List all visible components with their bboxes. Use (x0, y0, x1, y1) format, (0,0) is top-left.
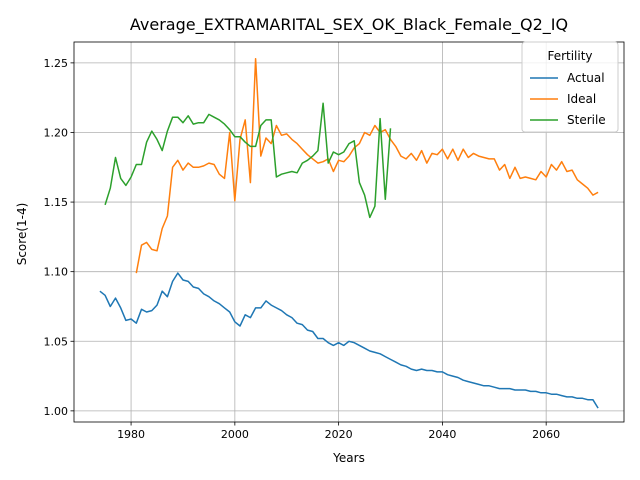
legend-title: Fertility (547, 49, 592, 63)
y-tick-label: 1.10 (44, 266, 69, 279)
y-tick-label: 1.00 (44, 405, 69, 418)
x-tick-label: 2040 (428, 428, 456, 441)
legend: Fertility Actual Ideal Sterile (522, 42, 618, 132)
x-tick-label: 1980 (117, 428, 145, 441)
x-tick-label: 2020 (325, 428, 353, 441)
y-tick-label: 1.20 (44, 126, 69, 139)
chart-title: Average_EXTRAMARITAL_SEX_OK_Black_Female… (130, 15, 568, 35)
legend-label-sterile: Sterile (567, 113, 606, 127)
x-tick-label: 2060 (532, 428, 560, 441)
y-tick-label: 1.15 (44, 196, 69, 209)
y-tick-label: 1.05 (44, 335, 69, 348)
y-tick-label: 1.25 (44, 57, 69, 70)
x-tick-label: 2000 (221, 428, 249, 441)
y-axis-label: Score(1-4) (15, 203, 29, 266)
legend-label-ideal: Ideal (567, 92, 596, 106)
x-axis-label: Years (332, 451, 365, 465)
legend-label-actual: Actual (567, 71, 605, 85)
